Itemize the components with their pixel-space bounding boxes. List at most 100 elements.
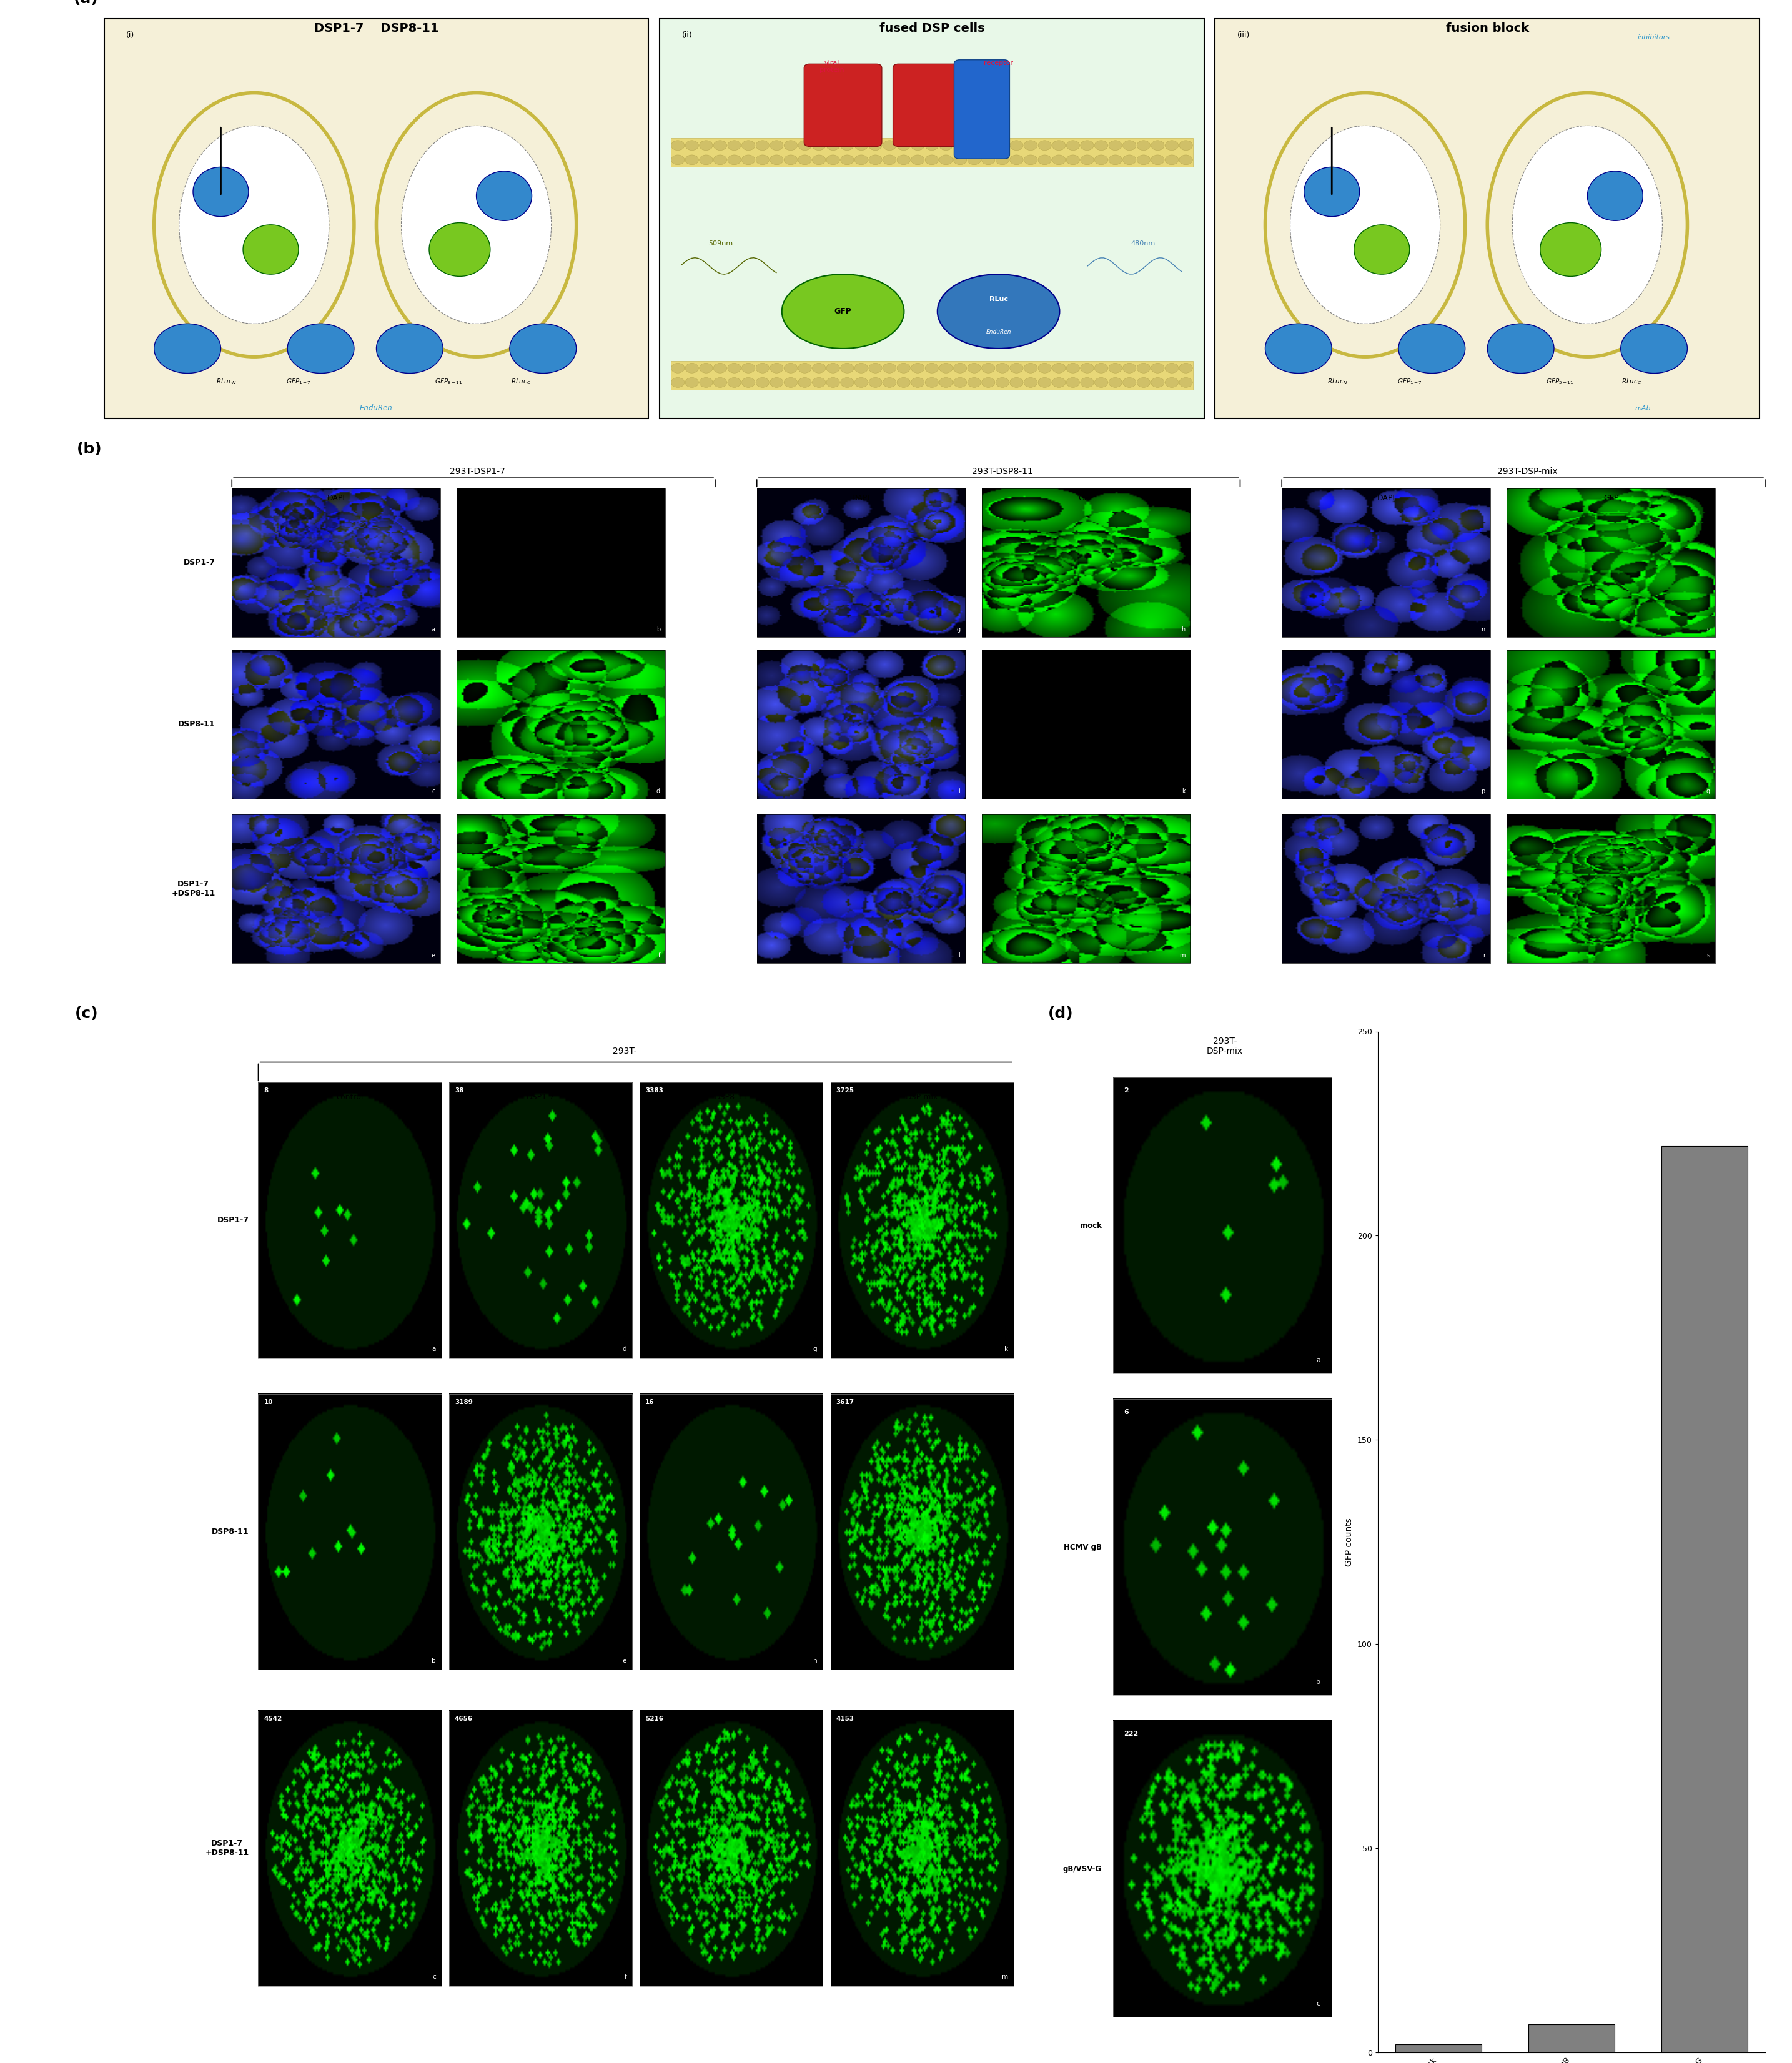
Circle shape	[756, 155, 769, 165]
Circle shape	[1136, 155, 1150, 165]
Circle shape	[1150, 140, 1165, 151]
Circle shape	[982, 363, 995, 373]
Text: d: d	[656, 788, 659, 794]
Circle shape	[840, 155, 853, 165]
FancyBboxPatch shape	[892, 64, 971, 146]
Text: g: g	[814, 1345, 817, 1351]
Bar	[1215, 19, 1760, 419]
Circle shape	[826, 140, 840, 151]
Text: fusion block: fusion block	[1446, 23, 1529, 35]
Circle shape	[925, 155, 939, 165]
Bar	[258, 1710, 441, 1987]
Circle shape	[728, 155, 740, 165]
Text: 38: 38	[455, 1087, 464, 1093]
Circle shape	[672, 140, 685, 151]
Text: (iii): (iii)	[1236, 31, 1251, 39]
Circle shape	[771, 363, 783, 373]
Bar	[830, 1710, 1014, 1987]
Bar	[830, 1395, 1014, 1669]
Text: 293T-
DSP-mix: 293T- DSP-mix	[1206, 1036, 1244, 1056]
Text: (ii): (ii)	[683, 31, 692, 39]
Bar	[258, 1395, 441, 1669]
Bar	[457, 650, 665, 798]
Ellipse shape	[1588, 171, 1643, 221]
Circle shape	[925, 140, 939, 151]
Bar	[1529, 2024, 1615, 2053]
Ellipse shape	[1512, 126, 1663, 324]
Text: mAb: mAb	[1634, 404, 1650, 413]
Text: 222: 222	[1124, 1731, 1138, 1737]
Circle shape	[883, 363, 896, 373]
Circle shape	[797, 363, 812, 373]
Circle shape	[742, 378, 754, 388]
Circle shape	[968, 155, 980, 165]
Text: 16: 16	[645, 1399, 654, 1405]
Text: 4542: 4542	[263, 1716, 281, 1723]
Text: h: h	[1181, 627, 1185, 633]
Circle shape	[855, 155, 867, 165]
Text: GFP: GFP	[1604, 493, 1618, 501]
Circle shape	[672, 363, 685, 373]
Text: mock: mock	[1081, 1221, 1102, 1230]
Text: o: o	[1706, 627, 1710, 633]
Circle shape	[898, 155, 910, 165]
Ellipse shape	[1539, 223, 1602, 276]
Circle shape	[1165, 140, 1179, 151]
Circle shape	[742, 140, 754, 151]
Circle shape	[1109, 155, 1122, 165]
Text: GFP$_{1-7}$: GFP$_{1-7}$	[1398, 378, 1423, 386]
Ellipse shape	[194, 167, 249, 217]
Circle shape	[939, 140, 953, 151]
Circle shape	[797, 140, 812, 151]
Text: 2: 2	[1124, 1087, 1129, 1093]
Ellipse shape	[781, 274, 903, 349]
Ellipse shape	[477, 171, 532, 221]
Circle shape	[1095, 155, 1107, 165]
Text: s: s	[1708, 953, 1710, 959]
Bar	[1281, 650, 1491, 798]
Circle shape	[953, 155, 966, 165]
Text: RLuc$_C$: RLuc$_C$	[1622, 378, 1641, 386]
Bar	[1507, 815, 1715, 963]
Circle shape	[1023, 378, 1038, 388]
Circle shape	[855, 140, 867, 151]
Text: GFP$_{8-11}$: GFP$_{8-11}$	[435, 378, 462, 386]
Circle shape	[1066, 378, 1079, 388]
Text: g: g	[957, 627, 961, 633]
Text: HCMV gB: HCMV gB	[1063, 1543, 1102, 1551]
Circle shape	[1095, 378, 1107, 388]
Text: fused DSP cells: fused DSP cells	[880, 23, 984, 35]
Text: e: e	[432, 953, 435, 959]
Circle shape	[1038, 155, 1052, 165]
Circle shape	[376, 324, 443, 373]
Circle shape	[898, 140, 910, 151]
Circle shape	[672, 378, 685, 388]
Circle shape	[728, 140, 740, 151]
Bar	[1661, 1145, 1747, 2053]
Circle shape	[1124, 378, 1136, 388]
Text: GFP: GFP	[835, 307, 851, 316]
Circle shape	[968, 363, 980, 373]
Text: p: p	[1482, 788, 1486, 794]
Text: control: control	[337, 1093, 364, 1102]
Bar	[450, 1710, 633, 1987]
Ellipse shape	[1487, 93, 1688, 357]
Circle shape	[1023, 363, 1038, 373]
Circle shape	[1124, 363, 1136, 373]
Text: DSP1-7: DSP1-7	[217, 1217, 249, 1225]
Circle shape	[672, 155, 685, 165]
Circle shape	[287, 324, 355, 373]
Text: 3725: 3725	[837, 1087, 855, 1093]
Circle shape	[1136, 378, 1150, 388]
Circle shape	[1081, 155, 1093, 165]
Circle shape	[1109, 140, 1122, 151]
Circle shape	[939, 155, 953, 165]
Bar	[756, 815, 966, 963]
Text: 3189: 3189	[455, 1399, 473, 1405]
Circle shape	[812, 155, 826, 165]
Circle shape	[756, 140, 769, 151]
Circle shape	[1011, 363, 1023, 373]
Text: gB/VSV-G: gB/VSV-G	[1063, 1865, 1102, 1873]
Text: 10: 10	[263, 1399, 272, 1405]
Text: GFP$_{5-11}$: GFP$_{5-11}$	[1546, 378, 1573, 386]
